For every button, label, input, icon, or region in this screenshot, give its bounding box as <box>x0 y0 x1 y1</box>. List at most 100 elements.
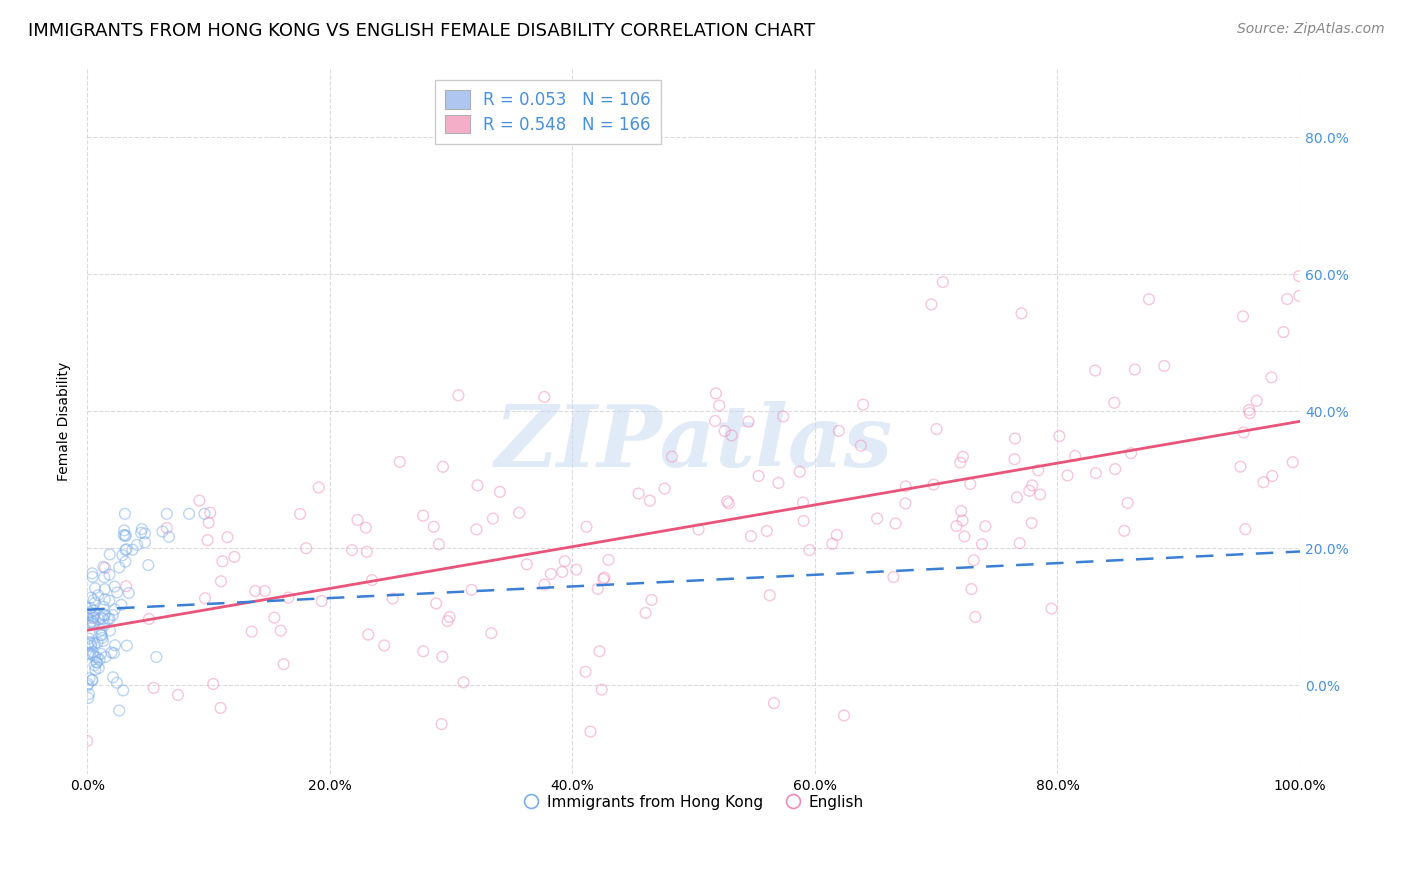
Point <box>1084 466 1107 480</box>
Point <box>211 554 233 568</box>
Point <box>1277 292 1299 306</box>
Point <box>152 524 174 539</box>
Point <box>479 626 502 640</box>
Point <box>90 611 112 625</box>
Point <box>925 422 948 436</box>
Point <box>82 609 104 624</box>
Point <box>627 486 650 500</box>
Point <box>83 658 105 673</box>
Point <box>1233 425 1256 440</box>
Point <box>540 566 562 581</box>
Point <box>80 637 103 651</box>
Point <box>90 623 112 637</box>
Point <box>460 582 482 597</box>
Point <box>94 582 117 597</box>
Point <box>93 599 115 614</box>
Point <box>894 496 917 510</box>
Point <box>922 477 945 491</box>
Point <box>93 608 115 623</box>
Point <box>86 656 108 670</box>
Point <box>77 687 100 701</box>
Point <box>91 631 114 645</box>
Point <box>197 516 219 530</box>
Point <box>638 493 661 508</box>
Point <box>1116 496 1139 510</box>
Point <box>80 639 103 653</box>
Point <box>1272 325 1295 339</box>
Point <box>949 456 972 470</box>
Point <box>82 673 104 687</box>
Point <box>970 537 993 551</box>
Point <box>1153 359 1175 373</box>
Point <box>1056 468 1078 483</box>
Point <box>1119 446 1142 460</box>
Y-axis label: Female Disability: Female Disability <box>58 361 72 481</box>
Point <box>1004 452 1026 467</box>
Point <box>90 628 112 642</box>
Point <box>134 526 156 541</box>
Point <box>240 624 263 639</box>
Point <box>129 525 152 540</box>
Point <box>145 650 167 665</box>
Point <box>83 610 105 624</box>
Point <box>79 671 101 685</box>
Point <box>197 533 219 548</box>
Point <box>825 528 848 542</box>
Point <box>93 612 115 626</box>
Point <box>1253 475 1275 490</box>
Point <box>356 545 378 559</box>
Point <box>950 504 973 518</box>
Point <box>1021 478 1043 492</box>
Point <box>508 506 530 520</box>
Point <box>1260 370 1282 384</box>
Point <box>94 561 117 575</box>
Point <box>90 628 112 642</box>
Point <box>1004 432 1026 446</box>
Point <box>1239 406 1261 420</box>
Point <box>115 639 138 653</box>
Point <box>193 507 215 521</box>
Point <box>436 614 458 628</box>
Point <box>76 734 98 748</box>
Point <box>439 610 461 624</box>
Point <box>1229 459 1251 474</box>
Point <box>202 677 225 691</box>
Point <box>87 661 110 675</box>
Point <box>763 696 786 710</box>
Point <box>453 675 475 690</box>
Point <box>1104 462 1126 476</box>
Point <box>533 577 555 591</box>
Point <box>83 603 105 617</box>
Point <box>640 593 662 607</box>
Point <box>1137 293 1160 307</box>
Point <box>1234 522 1257 536</box>
Point <box>82 673 104 688</box>
Point <box>772 409 794 424</box>
Point <box>79 618 101 632</box>
Point <box>959 477 981 491</box>
Point <box>80 615 103 630</box>
Point <box>1018 483 1040 498</box>
Point <box>579 724 602 739</box>
Point <box>1047 429 1070 443</box>
Point <box>1026 463 1049 477</box>
Point <box>87 612 110 626</box>
Point <box>688 523 710 537</box>
Point <box>1029 487 1052 501</box>
Point <box>98 612 121 626</box>
Point <box>575 520 598 534</box>
Point <box>224 549 246 564</box>
Point <box>740 529 762 543</box>
Point <box>142 681 165 695</box>
Point <box>79 635 101 649</box>
Point <box>709 399 731 413</box>
Point <box>704 414 727 428</box>
Point <box>114 529 136 543</box>
Point <box>422 520 444 534</box>
Point <box>188 493 211 508</box>
Point <box>758 588 780 602</box>
Point <box>1261 469 1284 483</box>
Point <box>737 415 759 429</box>
Point <box>209 574 232 589</box>
Point <box>91 634 114 648</box>
